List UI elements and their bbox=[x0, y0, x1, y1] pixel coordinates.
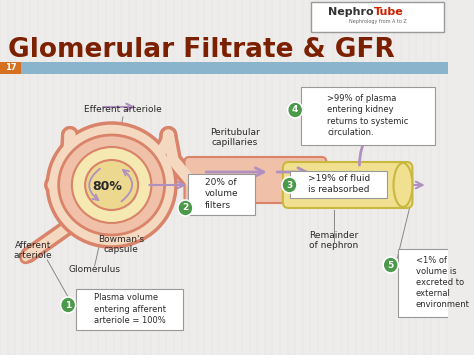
Text: 17: 17 bbox=[5, 64, 16, 72]
Text: Nephrology from A to Z: Nephrology from A to Z bbox=[348, 20, 406, 24]
Text: >19% of fluid
is reabsorbed: >19% of fluid is reabsorbed bbox=[308, 174, 370, 194]
Text: Plasma volume
entering afferent
arteriole = 100%: Plasma volume entering afferent arteriol… bbox=[93, 293, 165, 324]
FancyBboxPatch shape bbox=[76, 289, 183, 329]
Text: Peritubular
capillaries: Peritubular capillaries bbox=[210, 127, 259, 147]
Text: Efferent arteriole: Efferent arteriole bbox=[84, 105, 162, 114]
FancyBboxPatch shape bbox=[0, 62, 21, 74]
FancyBboxPatch shape bbox=[311, 2, 444, 32]
FancyBboxPatch shape bbox=[184, 157, 327, 203]
Text: Glomerular Filtrate & GFR: Glomerular Filtrate & GFR bbox=[8, 37, 394, 63]
FancyBboxPatch shape bbox=[21, 62, 448, 74]
Text: Afferent
arteriole: Afferent arteriole bbox=[14, 241, 53, 260]
FancyBboxPatch shape bbox=[398, 248, 474, 317]
Circle shape bbox=[178, 200, 193, 216]
Text: Glomerulus: Glomerulus bbox=[69, 265, 120, 274]
Circle shape bbox=[282, 177, 297, 193]
Ellipse shape bbox=[59, 135, 164, 235]
FancyBboxPatch shape bbox=[283, 162, 412, 208]
Ellipse shape bbox=[393, 163, 412, 207]
Circle shape bbox=[61, 297, 76, 313]
Text: Remainder
of nephron: Remainder of nephron bbox=[310, 231, 358, 250]
Ellipse shape bbox=[47, 123, 176, 247]
Text: 2: 2 bbox=[182, 203, 189, 213]
Text: Tube: Tube bbox=[374, 7, 403, 17]
Text: 80%: 80% bbox=[93, 180, 123, 193]
Circle shape bbox=[288, 102, 303, 118]
Text: >99% of plasma
entering kidney
returns to systemic
circulation.: >99% of plasma entering kidney returns t… bbox=[328, 94, 409, 137]
Text: Nephro: Nephro bbox=[328, 7, 374, 17]
Text: 5: 5 bbox=[388, 261, 394, 269]
Text: Bowman's
capsule: Bowman's capsule bbox=[98, 235, 144, 254]
Text: 3: 3 bbox=[286, 180, 292, 190]
Circle shape bbox=[383, 257, 398, 273]
Ellipse shape bbox=[85, 160, 138, 210]
Text: 4: 4 bbox=[292, 105, 298, 115]
Text: <1% of
volume is
excreted to
external
environment: <1% of volume is excreted to external en… bbox=[416, 256, 470, 309]
FancyBboxPatch shape bbox=[290, 170, 387, 197]
Text: 1: 1 bbox=[65, 300, 71, 310]
FancyBboxPatch shape bbox=[188, 174, 255, 214]
FancyBboxPatch shape bbox=[301, 87, 435, 144]
Text: 20% of
volume
filters: 20% of volume filters bbox=[205, 179, 238, 209]
Ellipse shape bbox=[72, 147, 151, 223]
